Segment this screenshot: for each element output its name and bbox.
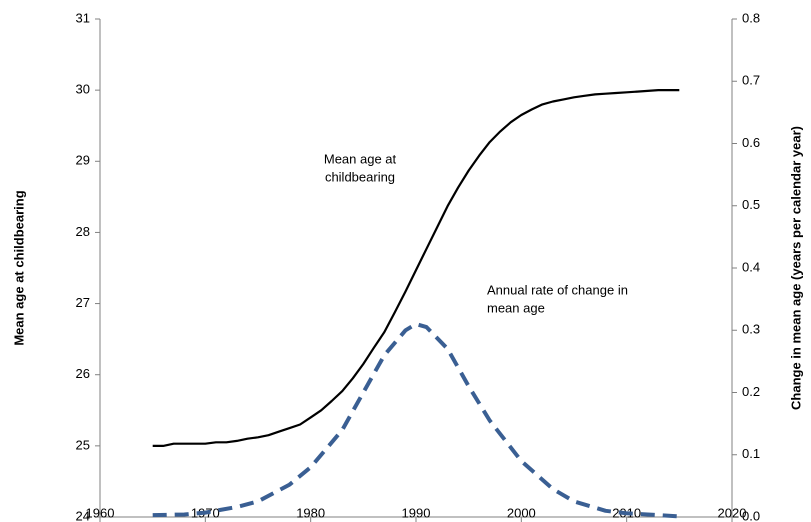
y-tick-label: 29	[76, 153, 90, 168]
y2-axis-label: Change in mean age (years per calendar y…	[788, 126, 803, 410]
y-tick-label: 24	[76, 508, 90, 522]
series-line	[152, 89, 680, 447]
y2-tick-label: 0.8	[742, 10, 760, 25]
y2-tick-label: 0.0	[742, 508, 760, 522]
y-tick-label: 31	[76, 10, 90, 25]
y2-tick-label: 0.2	[742, 384, 760, 399]
annotation: childbearing	[325, 169, 395, 184]
series-line	[152, 322, 680, 519]
x-tick-label: 1960	[86, 505, 115, 520]
y-tick-label: 28	[76, 224, 90, 239]
y2-tick-label: 0.5	[742, 197, 760, 212]
annotation: Mean age at	[324, 151, 397, 166]
y-tick-label: 30	[76, 82, 90, 97]
annotation: mean age	[487, 300, 545, 315]
x-tick-label: 1990	[402, 505, 431, 520]
y2-tick-label: 0.3	[742, 322, 760, 337]
y2-tick-label: 0.7	[742, 73, 760, 88]
y2-tick-label: 0.1	[742, 446, 760, 461]
y-axis-label: Mean age at childbearing	[11, 190, 26, 345]
y2-tick-label: 0.4	[742, 259, 760, 274]
x-tick-label: 2000	[507, 505, 536, 520]
annotation: Annual rate of change in	[487, 282, 628, 297]
y-tick-label: 27	[76, 295, 90, 310]
y-tick-label: 25	[76, 437, 90, 452]
y2-tick-label: 0.6	[742, 135, 760, 150]
y-tick-label: 26	[76, 366, 90, 381]
x-tick-label: 2020	[718, 505, 747, 520]
x-tick-label: 1980	[296, 505, 325, 520]
